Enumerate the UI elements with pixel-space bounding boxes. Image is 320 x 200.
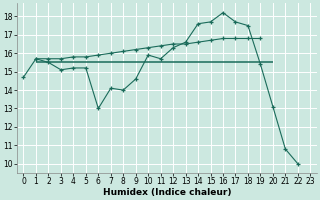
- X-axis label: Humidex (Indice chaleur): Humidex (Indice chaleur): [103, 188, 231, 197]
